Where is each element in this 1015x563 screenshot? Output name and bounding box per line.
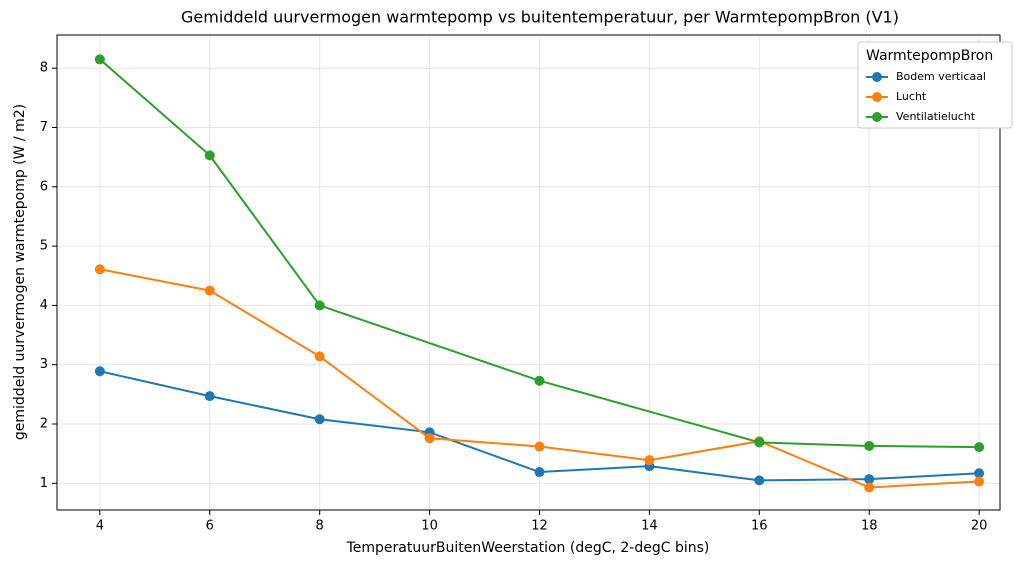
point [94, 264, 105, 275]
chart-title: Gemiddeld uurvermogen warmtepomp vs buit… [181, 8, 899, 27]
y-axis-label: gemiddeld uurvermogen warmtepomp (W / m2… [12, 104, 28, 440]
point [644, 455, 655, 466]
y-tick-label: 2 [40, 417, 48, 432]
point [94, 366, 105, 377]
y-tick-label: 3 [40, 357, 48, 372]
legend-label: Ventilatielucht [896, 110, 976, 123]
y-tick-label: 6 [40, 179, 48, 194]
legend-marker [872, 112, 882, 122]
y-tick-label: 7 [40, 120, 48, 135]
legend-marker [872, 92, 882, 102]
point [864, 440, 875, 451]
x-tick-label: 16 [751, 519, 768, 534]
y-tick-label: 1 [40, 476, 48, 491]
point [974, 476, 985, 487]
x-tick-label: 4 [96, 519, 104, 534]
x-tick-label: 20 [971, 519, 988, 534]
x-tick-label: 6 [206, 519, 214, 534]
point [94, 54, 105, 65]
x-axis-label: TemperatuurBuitenWeerstation (degC, 2-de… [346, 540, 710, 556]
x-tick-label: 18 [861, 519, 878, 534]
x-tick-label: 14 [641, 519, 658, 534]
y-tick-label: 5 [40, 239, 48, 254]
legend-title: WarmtepompBron [866, 48, 993, 64]
point [314, 351, 325, 362]
x-tick-label: 8 [316, 519, 324, 534]
legend-box [857, 41, 1013, 129]
point [754, 475, 765, 486]
point [534, 467, 545, 478]
legend-label: Lucht [896, 90, 927, 103]
point [204, 285, 215, 296]
point [534, 441, 545, 452]
point [534, 375, 545, 386]
point [204, 391, 215, 402]
x-tick-label: 10 [421, 519, 438, 534]
point [314, 414, 325, 425]
legend-label: Bodem verticaal [896, 70, 986, 83]
point [204, 150, 215, 161]
point [864, 474, 875, 485]
y-tick-label: 4 [40, 298, 48, 313]
y-tick-label: 8 [40, 61, 48, 76]
point [314, 300, 325, 311]
point [754, 437, 765, 448]
x-tick-label: 12 [531, 519, 548, 534]
point [974, 468, 985, 479]
point [424, 433, 435, 444]
plot-frame [56, 34, 1001, 511]
point [864, 482, 875, 493]
legend-marker [872, 72, 882, 82]
point [974, 442, 985, 453]
